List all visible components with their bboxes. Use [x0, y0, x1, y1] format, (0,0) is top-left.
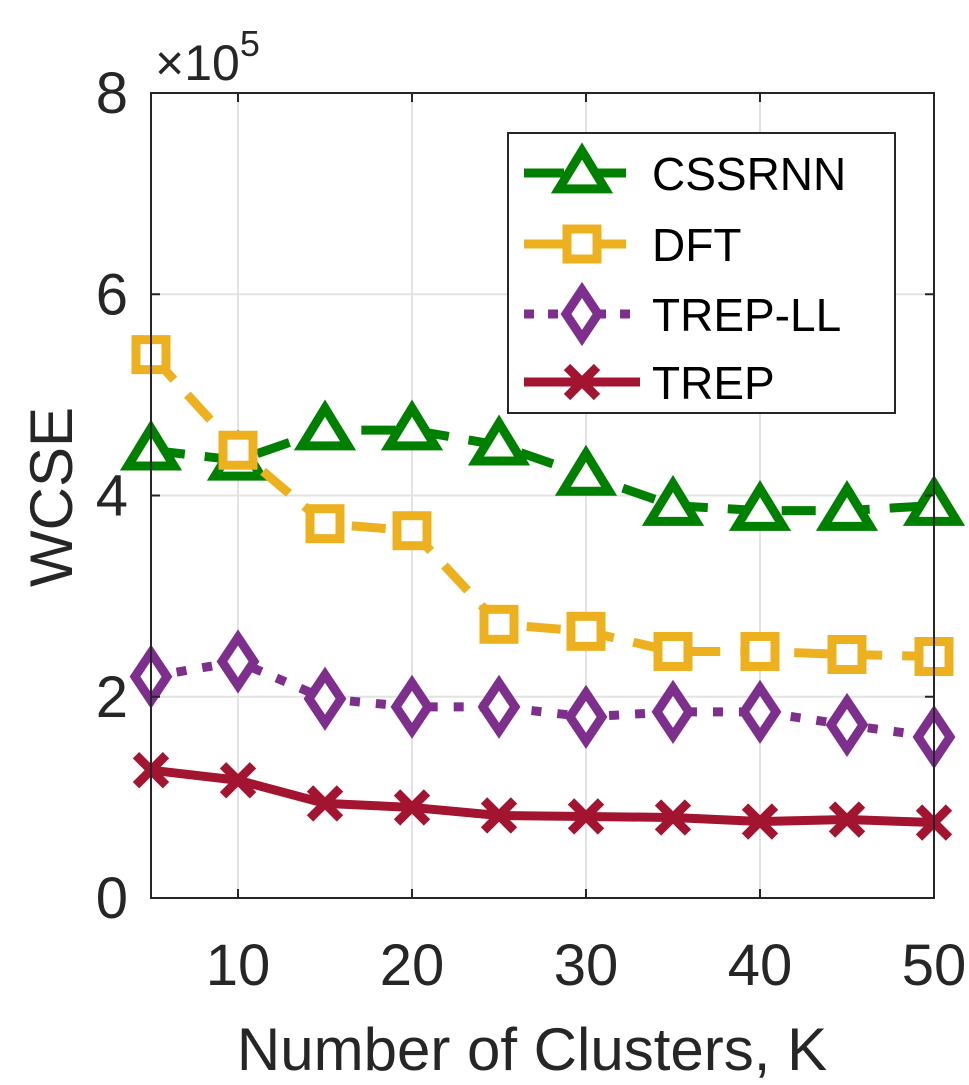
y-tick-label: 2 — [96, 665, 128, 730]
data-point-trep — [741, 803, 779, 840]
x-tick-label: 30 — [554, 933, 619, 998]
y-axis-title: WCSE — [18, 407, 85, 587]
exponent-power: 5 — [240, 23, 260, 64]
data-point-dft — [479, 604, 519, 644]
ticks: 10 20 30 40 50 0 2 4 6 8 — [96, 61, 967, 998]
legend-swatch-marker — [562, 224, 602, 264]
legend-item-dft: DFT — [524, 219, 741, 271]
data-point-trep — [828, 801, 866, 838]
exponent-base: ×10 — [155, 35, 240, 91]
data-point-dft — [827, 634, 867, 674]
legend: CSSRNN DFT TREP-LL TREP — [507, 132, 896, 414]
series-line-trep-ll — [150, 657, 935, 742]
legend-item-cssrnn: CSSRNN — [524, 142, 846, 200]
legend-swatch-marker — [560, 281, 604, 347]
data-point-trep-ll — [825, 692, 869, 758]
data-point-trep-ll — [738, 679, 782, 744]
series-line-trep — [150, 765, 935, 828]
data-point-trep — [219, 762, 257, 799]
data-point-trep — [480, 797, 518, 834]
series-dft — [131, 335, 954, 676]
x-axis-title: Number of Clusters, K — [237, 1016, 827, 1083]
data-point-trep-ll — [564, 684, 608, 749]
series-trep — [132, 752, 953, 841]
data-point-trep — [567, 798, 605, 835]
data-point-dft — [392, 511, 432, 551]
x-tick-label: 20 — [380, 933, 445, 998]
data-point-trep-ll — [651, 679, 695, 744]
data-point-dft — [218, 430, 258, 470]
legend-label: DFT — [652, 219, 741, 271]
data-point-trep-ll — [303, 666, 347, 731]
y-tick-label: 0 — [96, 866, 128, 931]
x-tick-label: 50 — [902, 933, 967, 998]
data-point-dft — [740, 631, 780, 671]
data-point-dft — [653, 631, 693, 671]
legend-item-trep: TREP — [524, 357, 775, 409]
data-point-dft — [305, 504, 345, 544]
data-point-dft — [566, 611, 606, 651]
data-point-trep-ll — [477, 674, 521, 739]
data-point-cssrnn — [467, 414, 531, 466]
data-point-cssrnn — [554, 444, 618, 496]
y-tick-label: 8 — [96, 61, 128, 126]
data-point-trep-ll — [390, 674, 434, 739]
data-point-cssrnn — [728, 479, 792, 531]
exponent-label: ×105 — [155, 23, 260, 91]
x-tick-label: 10 — [206, 933, 271, 998]
series-layer — [119, 335, 966, 841]
legend-label: TREP — [652, 357, 775, 409]
data-point-cssrnn — [641, 474, 705, 526]
y-tick-label: 6 — [96, 262, 128, 327]
legend-swatch-marker — [550, 142, 614, 194]
y-tick-label: 4 — [96, 464, 128, 529]
series-line-cssrnn — [150, 425, 935, 516]
legend-swatch-marker — [563, 363, 601, 401]
data-point-trep-ll — [216, 629, 260, 694]
data-point-trep — [306, 785, 344, 822]
series-line-dft — [147, 351, 935, 661]
legend-item-trep-ll: TREP-LL — [524, 281, 841, 347]
data-point-cssrnn — [293, 399, 357, 451]
data-point-cssrnn — [815, 479, 879, 531]
series-cssrnn — [119, 399, 966, 531]
data-point-trep — [393, 789, 431, 826]
legend-label: CSSRNN — [652, 148, 846, 200]
series-trep-ll — [129, 629, 956, 770]
data-point-cssrnn — [380, 399, 444, 451]
data-point-trep — [654, 799, 692, 836]
x-tick-label: 40 — [728, 933, 793, 998]
legend-label: TREP-LL — [652, 289, 841, 341]
